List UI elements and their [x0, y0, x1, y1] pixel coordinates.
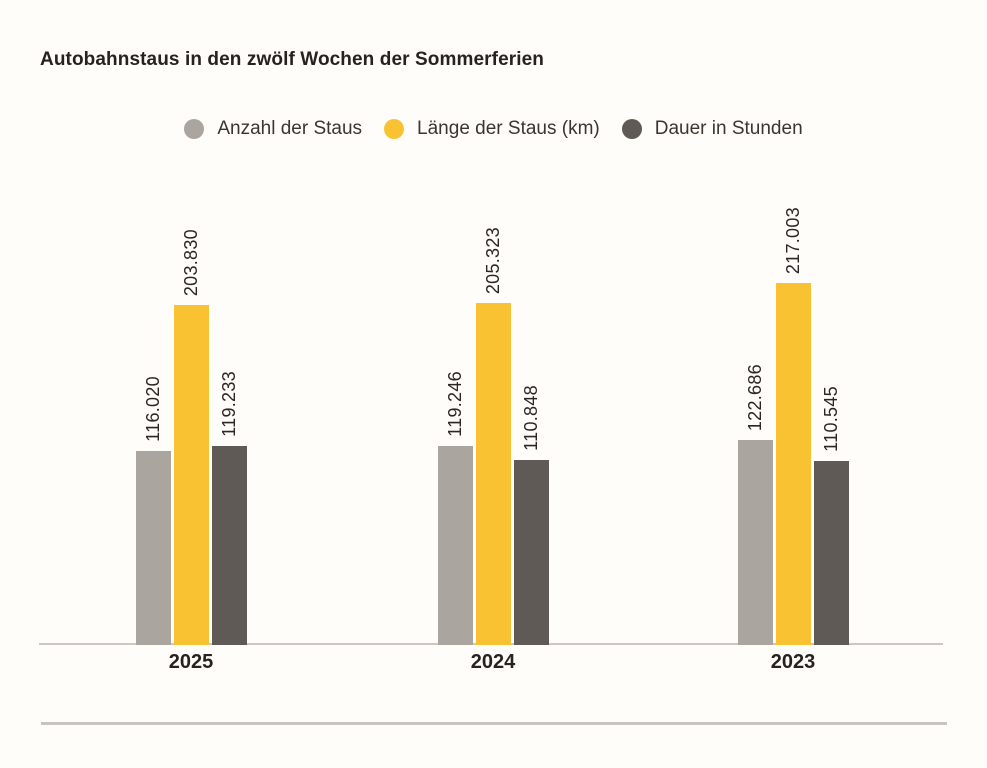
- bar-group-2024: 119.246 205.323 110.848: [437, 226, 549, 645]
- value-label: 119.246: [445, 371, 465, 437]
- value-label: 203.830: [181, 228, 201, 296]
- bar-2025: [173, 305, 209, 645]
- value-label: 119.233: [219, 371, 239, 437]
- bar-2025: [211, 446, 247, 645]
- bar-2024: [513, 460, 549, 645]
- value-label: 116.020: [143, 376, 163, 442]
- bar-column: 119.233: [211, 371, 247, 645]
- bar-2023: [813, 461, 849, 645]
- chart-legend: Anzahl der Staus Länge der Staus (km) Da…: [0, 118, 987, 140]
- x-axis-label-2025: 2025: [168, 651, 214, 673]
- bar-column: 110.545: [813, 386, 849, 645]
- value-label: 110.848: [521, 385, 541, 451]
- value-label: 122.686: [745, 363, 765, 431]
- bar-group-2025: 116.020 203.830 119.233: [135, 228, 247, 645]
- bar-column: 110.848: [513, 385, 549, 645]
- bar-column: 122.686: [737, 363, 773, 645]
- legend-label-dauer: Dauer in Stunden: [654, 118, 803, 139]
- legend-dot-laenge-icon: [384, 119, 405, 139]
- bar-2023: [775, 283, 811, 645]
- value-label: 205.323: [483, 226, 503, 294]
- bar-column: 217.003: [775, 206, 811, 645]
- value-label: 217.003: [783, 206, 803, 274]
- footer-divider: [41, 722, 947, 725]
- bar-column: 116.020: [135, 376, 171, 645]
- legend-dot-anzahl-icon: [184, 119, 205, 139]
- bar-column: 205.323: [475, 226, 511, 645]
- x-axis-label-2023: 2023: [770, 651, 816, 673]
- legend-dot-dauer-icon: [621, 119, 642, 139]
- legend-label-laenge: Länge der Staus (km): [417, 118, 600, 139]
- bar-2023: [737, 440, 773, 645]
- legend-item-dauer: Dauer in Stunden: [621, 118, 803, 140]
- bar-2024: [437, 446, 473, 645]
- bar-2024: [475, 303, 511, 645]
- bar-column: 203.830: [173, 228, 209, 645]
- legend-item-laenge: Länge der Staus (km): [384, 118, 600, 140]
- value-label: 110.545: [821, 386, 841, 452]
- legend-item-anzahl: Anzahl der Staus: [184, 118, 362, 140]
- bar-column: 119.246: [437, 371, 473, 645]
- x-axis-label-2024: 2024: [470, 651, 516, 673]
- chart-title: Autobahnstaus in den zwölf Wochen der So…: [40, 49, 544, 70]
- bar-group-2023: 122.686 217.003 110.545: [737, 206, 849, 645]
- bar-2025: [135, 451, 171, 645]
- legend-label-anzahl: Anzahl der Staus: [217, 118, 363, 139]
